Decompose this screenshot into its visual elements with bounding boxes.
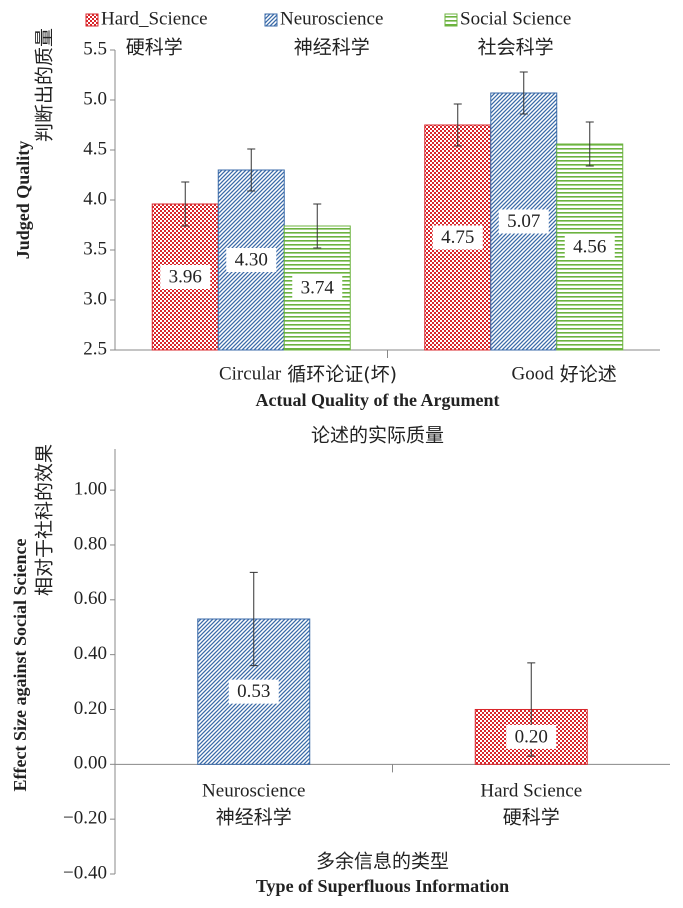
error-bar (453, 103, 462, 147)
y-tick-label: 3.0 (83, 288, 107, 309)
error-bar (313, 203, 322, 249)
y-tick-label: 0.40 (74, 643, 107, 664)
y-tick-label: 4.0 (83, 188, 107, 209)
x-tick-label: Hard Science (480, 780, 582, 801)
y-tick-label: 3.5 (83, 238, 107, 259)
y-tick-label: 1.00 (74, 478, 107, 499)
x-tick-label: Good (512, 363, 555, 384)
value-label: 0.53 (237, 681, 270, 702)
error-bar (181, 181, 190, 227)
x-tick-label-zh: 好论述 (560, 364, 617, 386)
legend-label: Social Science (460, 8, 571, 29)
value-label: 4.30 (235, 249, 268, 270)
error-bar (249, 571, 258, 667)
legend-label-zh: 社会科学 (478, 37, 554, 59)
x-axis-title: Actual Quality of the Argument (256, 390, 500, 410)
x-tick-label-zh: 循环论证(坏) (287, 364, 397, 386)
legend-label: Neuroscience (280, 8, 383, 29)
value-label: 4.56 (573, 236, 606, 257)
y-tick-label: 4.5 (83, 138, 107, 159)
y-tick-label: 5.5 (83, 38, 107, 59)
error-bar (247, 148, 256, 192)
x-axis-title-zh: 论述的实际质量 (311, 425, 444, 447)
y-tick-label: 0.20 (74, 698, 107, 719)
y-axis-title-zh: 判断出的质量 (34, 28, 56, 142)
value-label-box (228, 679, 279, 704)
value-label: 4.75 (441, 227, 474, 248)
x-tick-label-zh: 硬科学 (503, 807, 560, 829)
value-label: 3.74 (301, 277, 335, 298)
x-tick-label: Circular (219, 363, 282, 384)
value-label-box (498, 209, 549, 234)
value-label-box (564, 235, 615, 259)
legend-swatch (85, 13, 99, 27)
value-label-box (226, 248, 277, 272)
y-tick-label: −0.20 (63, 808, 107, 829)
legend-label: Hard_Science (101, 8, 208, 29)
y-axis-title-zh: 相对于社科的效果 (34, 444, 56, 596)
x-tick-label-zh: 神经科学 (216, 807, 292, 829)
y-tick-label: 5.0 (83, 88, 107, 109)
error-bar (519, 71, 528, 115)
error-bar (585, 121, 594, 167)
legend-swatch (264, 13, 278, 27)
legend-label-zh: 神经科学 (294, 37, 370, 59)
y-tick-label: 2.5 (83, 338, 107, 359)
value-label: 3.96 (169, 266, 202, 287)
value-label-box (292, 276, 343, 300)
y-axis-title: Judged Quality (13, 141, 33, 260)
value-label-box (506, 724, 557, 749)
legend-label-zh: 硬科学 (126, 37, 183, 59)
y-tick-label: −0.40 (63, 862, 107, 883)
x-axis-title: Type of Superfluous Information (256, 876, 509, 896)
value-label: 0.20 (515, 726, 548, 747)
x-axis-title-zh: 多余信息的类型 (316, 851, 449, 873)
value-label-box (432, 225, 483, 250)
y-axis-title: Effect Size against Social Science (10, 539, 30, 792)
y-tick-label: 0.80 (74, 533, 107, 554)
value-label: 5.07 (507, 211, 540, 232)
value-label-box (160, 265, 211, 289)
legend-swatch (444, 13, 458, 27)
y-tick-label: 0.00 (74, 753, 107, 774)
y-tick-label: 0.60 (74, 588, 107, 609)
x-tick-label: Neuroscience (202, 780, 305, 801)
